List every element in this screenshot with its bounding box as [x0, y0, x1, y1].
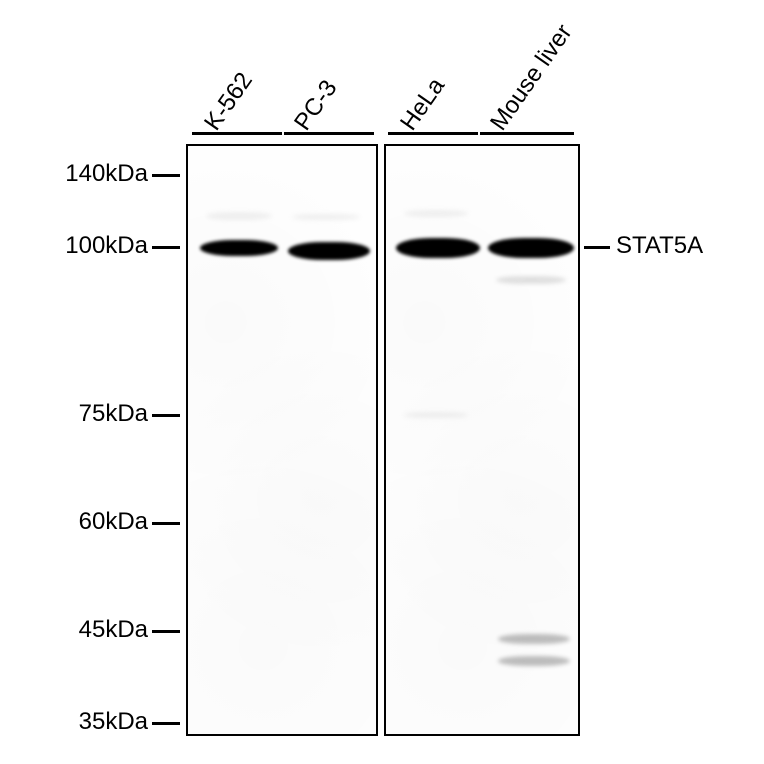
lane-label-mouseliver: Mouse liver [485, 19, 578, 136]
lane-label-hela: HeLa [395, 73, 451, 136]
band-k562-upper-faint [206, 212, 272, 220]
lane-underline-k562 [192, 132, 282, 135]
band-hela-stat5a [396, 238, 480, 258]
lane-underline-mouseliver [480, 132, 574, 135]
mw-label-100: 100kDa [65, 232, 148, 260]
target-tick [584, 246, 610, 249]
blot-figure: 140kDa 100kDa 75kDa 60kDa 45kDa 35kDa K-… [0, 0, 764, 764]
blot-panel-right [384, 144, 580, 736]
mw-tick-100 [152, 246, 180, 249]
target-label-stat5a: STAT5A [616, 232, 703, 260]
lane-label-pc3: PC-3 [289, 75, 343, 136]
band-mouseliver-stat5a [488, 238, 574, 258]
band-mouseliver-43kda [498, 634, 570, 644]
band-hela-75kda-faint [404, 412, 468, 418]
lane-underline-pc3 [284, 132, 374, 135]
mw-tick-60 [152, 522, 180, 525]
band-pc3-stat5a [288, 242, 370, 260]
band-mouseliver-40kda [498, 656, 570, 666]
mw-label-75: 75kDa [79, 400, 148, 428]
mw-tick-75 [152, 414, 180, 417]
mw-label-140: 140kDa [65, 160, 148, 188]
blot-panel-left [186, 144, 378, 736]
mw-tick-35 [152, 722, 180, 725]
band-k562-stat5a [200, 240, 278, 256]
mw-label-60: 60kDa [79, 508, 148, 536]
lane-underline-hela [388, 132, 478, 135]
mw-tick-45 [152, 630, 180, 633]
lane-label-k562: K-562 [199, 67, 259, 136]
band-hela-upper-faint [404, 210, 468, 217]
band-pc3-upper-faint [292, 214, 360, 220]
mw-label-35: 35kDa [79, 708, 148, 736]
band-mouseliver-88kda-faint [496, 276, 566, 284]
mw-label-45: 45kDa [79, 616, 148, 644]
mw-tick-140 [152, 174, 180, 177]
